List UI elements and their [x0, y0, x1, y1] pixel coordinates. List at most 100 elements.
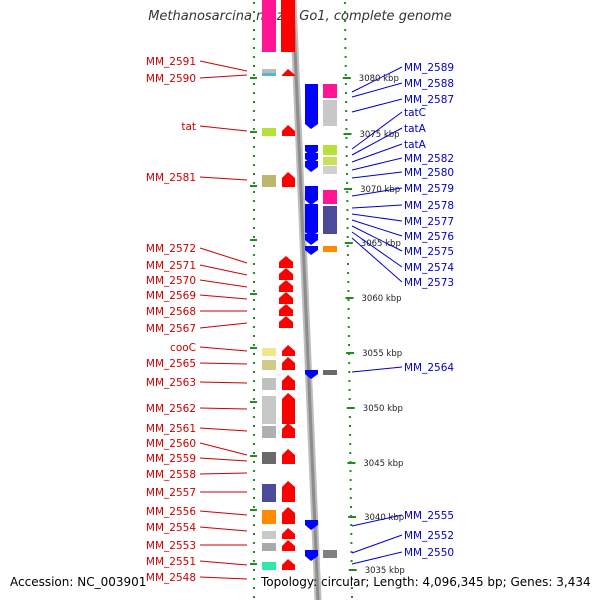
right-rail-dot	[344, 38, 347, 40]
left-rail-dot	[253, 209, 255, 211]
left-rail-dot	[253, 245, 255, 247]
right-rail-dot	[348, 416, 351, 418]
left-rail-dot	[253, 128, 255, 130]
left-rail-dot	[253, 182, 255, 184]
right-rail-dot	[346, 200, 349, 202]
gene-leader-left	[199, 294, 248, 300]
gene-leader-left	[199, 510, 248, 516]
gene-label-left: MM_2560	[146, 438, 196, 450]
right-rail-dot	[348, 362, 351, 364]
left-rail-dot	[253, 164, 255, 166]
left-rail-dot	[253, 101, 255, 103]
gene-label-right: MM_2578	[404, 200, 454, 212]
right-rail-dot	[349, 497, 352, 499]
left-rail-dot	[253, 272, 255, 274]
gene-leader-right	[351, 82, 403, 98]
left-rail-dot	[253, 92, 255, 94]
right-rail-dot	[345, 119, 348, 121]
gene-leader-left	[199, 381, 248, 384]
gene-arrow	[282, 69, 295, 76]
gene-block-reverse	[323, 100, 337, 126]
left-rail-dot	[253, 587, 255, 589]
gene-leader-right	[351, 213, 403, 222]
left-major-tick	[250, 131, 257, 133]
right-rail-dot	[346, 209, 349, 211]
right-rail-dot	[345, 164, 348, 166]
left-rail-dot	[253, 362, 255, 364]
left-rail-dot	[253, 560, 255, 562]
left-rail-dot	[253, 542, 255, 544]
left-rail-dot	[253, 596, 255, 598]
gene-leader-left	[199, 346, 248, 352]
right-rail-dot	[345, 155, 348, 157]
right-rail-dot	[350, 551, 353, 553]
left-major-tick	[250, 293, 257, 295]
gene-block	[262, 531, 276, 539]
gene-label-left: MM_2548	[146, 572, 196, 584]
left-major-tick	[250, 77, 257, 79]
right-rail-dot	[344, 47, 347, 49]
gene-label-right: tatA	[404, 139, 427, 151]
gene-leader-right	[351, 127, 403, 156]
gene-block	[262, 510, 276, 524]
left-rail-dot	[253, 200, 255, 202]
kbp-tick	[344, 188, 353, 190]
gene-leader-right	[351, 534, 403, 554]
left-rail-dot	[253, 488, 255, 490]
left-rail-dot	[253, 110, 255, 112]
right-rail-dot	[349, 425, 351, 427]
gene-leader-left	[199, 407, 248, 410]
left-rail-dot	[253, 452, 255, 454]
left-rail-dot	[253, 137, 255, 139]
gene-arrow-reverse	[305, 161, 318, 172]
gene-leader-right	[351, 551, 403, 565]
kbp-tick	[348, 569, 357, 571]
left-rail-dot	[253, 425, 255, 427]
gene-arrow	[282, 423, 295, 438]
left-rail-dot	[253, 416, 255, 418]
gene-arrow	[282, 125, 295, 136]
kbp-tick	[344, 242, 353, 244]
right-rail-dot	[349, 434, 352, 436]
gene-label-left: MM_2558	[146, 469, 196, 481]
gene-leader-right	[351, 171, 403, 179]
gene-leader-right	[351, 231, 403, 268]
right-rail-dot	[347, 326, 350, 328]
gene-arrow	[282, 393, 295, 424]
gene-arrow-reverse	[305, 246, 318, 255]
gene-label-left: MM_2572	[146, 243, 196, 255]
gene-arrow	[282, 357, 295, 370]
left-rail-dot	[253, 56, 255, 58]
right-rail-dot	[344, 29, 347, 31]
right-rail-dot	[347, 281, 350, 283]
gene-leader-left	[199, 264, 248, 276]
gene-arrow	[282, 507, 295, 524]
gene-leader-left	[199, 457, 248, 462]
kbp-tick	[342, 77, 351, 79]
gene-block	[262, 396, 276, 424]
left-rail-dot	[253, 380, 255, 382]
gene-leader-right	[351, 157, 403, 171]
gene-leader-left	[199, 576, 248, 580]
gene-arrow-reverse	[305, 204, 318, 237]
gene-label-left: MM_2554	[146, 522, 196, 534]
gene-label-left: MM_2571	[146, 260, 196, 272]
gene-block-reverse	[323, 157, 337, 165]
left-major-tick	[250, 185, 257, 187]
gene-leader-right	[351, 219, 403, 237]
left-major-tick	[250, 563, 257, 565]
left-rail-dot	[253, 326, 255, 328]
gene-block-reverse	[323, 550, 337, 558]
gene-arrow	[281, 0, 295, 52]
left-major-tick	[250, 509, 257, 511]
left-rail-dot	[253, 578, 255, 580]
kbp-label: 3040 kbp	[364, 513, 404, 523]
gene-label-right: MM_2582	[404, 153, 454, 165]
gene-arrow	[282, 449, 295, 464]
left-rail-dot	[253, 506, 255, 508]
right-rail-dot	[345, 128, 348, 130]
left-rail-dot	[253, 146, 255, 148]
gene-block	[262, 484, 276, 502]
backbone-line	[291, 0, 320, 600]
right-rail-dot	[343, 2, 346, 4]
